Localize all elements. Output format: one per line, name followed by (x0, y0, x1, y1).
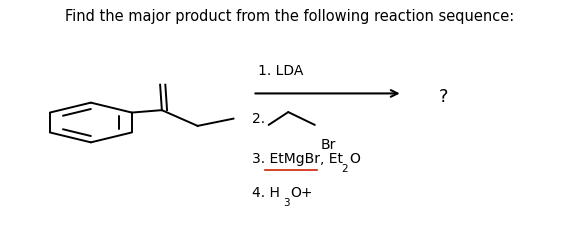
Text: Br: Br (321, 138, 336, 152)
Text: O: O (349, 152, 360, 166)
Text: 4. H: 4. H (252, 186, 280, 200)
Text: Find the major product from the following reaction sequence:: Find the major product from the followin… (66, 9, 514, 24)
Text: 2.: 2. (252, 112, 266, 126)
Text: O+: O+ (291, 186, 313, 200)
Text: 1. LDA: 1. LDA (258, 64, 303, 78)
Text: 3. EtMgBr, Et: 3. EtMgBr, Et (252, 152, 343, 166)
Text: ?: ? (439, 88, 448, 106)
Text: 2: 2 (342, 164, 348, 174)
Text: 3: 3 (283, 198, 289, 208)
